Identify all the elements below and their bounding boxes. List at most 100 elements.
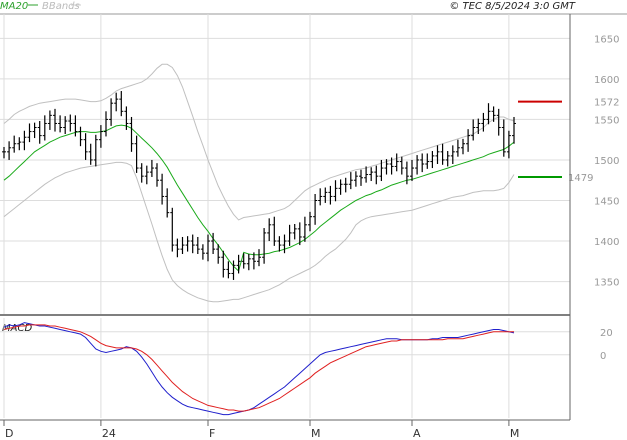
ohlc-bar (200, 244, 205, 260)
ohlc-bar (27, 123, 32, 143)
ohlc-bar (461, 138, 465, 155)
ohlc-bar (93, 134, 98, 167)
ohlc-bar (328, 185, 333, 205)
ohlc-bar (292, 224, 297, 240)
ohlc-bar (241, 253, 246, 269)
ohlc-bar (450, 145, 455, 164)
price-x-grid (3, 14, 510, 314)
price-y-tick-label: 1600 (594, 75, 619, 86)
x-tick-label: M (510, 427, 520, 440)
ohlc-bar (430, 151, 435, 169)
ohlc-bar (425, 153, 430, 169)
macd-y-tick-label: 20 (600, 328, 613, 339)
price-y-tick-label: 1450 (594, 196, 619, 207)
ohlc-bar (149, 159, 154, 177)
price-y-tick-label: 1400 (594, 237, 619, 248)
ohlc-bar (129, 116, 134, 152)
bbands-upper-line (3, 63, 515, 221)
price-y-tick-label: 1650 (594, 34, 619, 45)
ohlc-bar (389, 157, 394, 175)
price-y-tick-label: 1350 (594, 278, 619, 289)
ohlc-bar (501, 119, 506, 157)
ohlc-bar (410, 159, 414, 182)
ohlc-bar (139, 163, 144, 183)
ohlc-bar (343, 177, 348, 193)
ohlc-bar (251, 252, 256, 270)
ohlc-bar (394, 153, 399, 172)
x-tick-label: D (5, 427, 13, 440)
ohlc-bar (440, 143, 445, 165)
ohlc-bar (190, 234, 195, 254)
ohlc-bar (109, 98, 114, 126)
ohlc-bar (272, 216, 277, 246)
ohlc-bar (512, 116, 516, 144)
x-axis: D 24 F M A M (3, 420, 520, 440)
ohlc-bar (124, 106, 129, 130)
ohlc-bar (104, 111, 108, 137)
ohlc-bar (353, 171, 358, 187)
copyright-label: © TEC 8/5/2024 3:0 GMT (449, 1, 576, 12)
ohlc-bar (2, 146, 6, 159)
ohlc-bar (364, 166, 369, 183)
macd-y-tick-label: 0 (600, 351, 606, 362)
ohlc-bar (455, 139, 460, 157)
macd-y-axis: 20 0 (0, 328, 613, 362)
ohlc-bars (2, 91, 516, 280)
ohlc-bar (160, 173, 165, 205)
ohlc-bar (308, 211, 312, 232)
ohlc-bar (338, 179, 343, 195)
ohlc-bar (297, 222, 302, 246)
ohlc-bar (323, 187, 328, 203)
ohlc-bar (262, 228, 267, 264)
ohlc-bar (415, 155, 420, 175)
ohlc-bar (155, 163, 159, 187)
ohlc-bar (399, 156, 404, 175)
legend-bbands: BBands (42, 1, 80, 12)
support-resistance-levels: 1572 1479 (518, 98, 619, 184)
ohlc-bar (58, 115, 63, 133)
ohlc-bar (185, 236, 190, 252)
ohlc-bar (246, 254, 251, 271)
ohlc-bar (170, 207, 175, 252)
ohlc-bar (22, 130, 27, 151)
price-y-axis: 1350 1400 1450 1500 1550 1600 1650 (594, 34, 619, 288)
ohlc-bar (175, 238, 180, 258)
legend-ma20: MA20 (0, 1, 28, 12)
ohlc-bar (63, 116, 68, 134)
ohlc-bar (369, 167, 374, 182)
x-tick-label: F (209, 427, 215, 440)
ohlc-bar (506, 130, 511, 159)
ohlc-bar (267, 218, 272, 242)
ohlc-bar (119, 91, 124, 117)
ohlc-bar (277, 236, 282, 252)
ohlc-bar (302, 216, 307, 242)
ohlc-bar (318, 188, 323, 206)
ohlc-bar (165, 188, 170, 218)
ohlc-bar (486, 103, 491, 125)
support-label: 1479 (568, 173, 593, 184)
ohlc-bar (195, 236, 200, 254)
ohlc-bar (216, 244, 221, 264)
ohlc-bar (73, 115, 78, 137)
ohlc-bar (53, 108, 57, 132)
ohlc-bar (211, 232, 216, 254)
macd-panel: MACD 20 0 (0, 318, 613, 418)
ohlc-bar (114, 92, 119, 112)
ohlc-bar (471, 119, 476, 141)
x-tick-label: 24 (102, 427, 116, 440)
ohlc-bar (348, 172, 353, 190)
ohlc-bar (481, 112, 486, 132)
ohlc-bar (257, 249, 261, 267)
price-y-tick-label: 1500 (594, 156, 619, 167)
macd-signal-line (3, 324, 514, 412)
ohlc-bar (78, 126, 83, 147)
ohlc-bar (445, 151, 450, 167)
macd-title: MACD (2, 323, 32, 334)
ohlc-bar (144, 165, 149, 185)
x-tick-label: M (311, 427, 321, 440)
resistance-label: 1572 (594, 98, 619, 109)
ohlc-bar (83, 133, 88, 160)
ohlc-bar (231, 260, 236, 280)
ohlc-bar (98, 125, 103, 148)
ohlc-bar (37, 121, 42, 144)
